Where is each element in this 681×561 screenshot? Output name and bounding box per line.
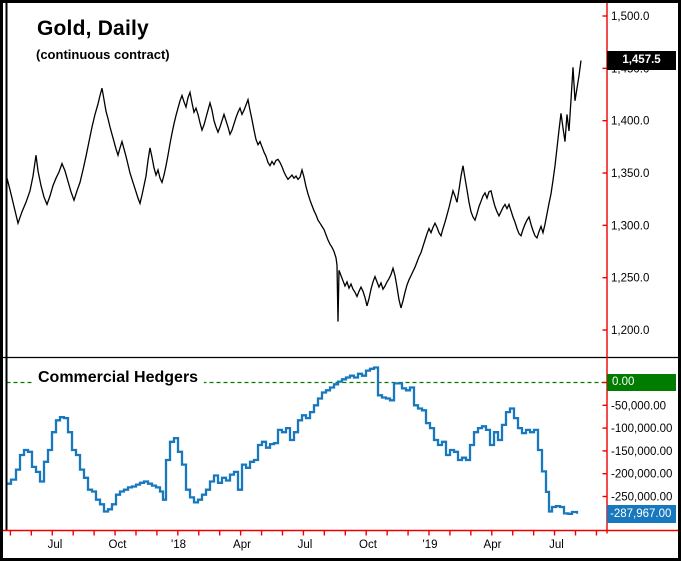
x-tick-label: Jul (298, 539, 313, 551)
price-tick-label: 1,400.0 (611, 116, 649, 128)
x-tick-label: '19 (423, 539, 438, 551)
x-tick-label: Apr (484, 539, 502, 551)
hedgers-panel-label: Commercial Hedgers (32, 369, 205, 386)
hedgers-tick-label: -100,000.00 (611, 423, 672, 435)
hedgers-line (6, 366, 579, 515)
last-price-badge: 1,457.5 (607, 51, 676, 70)
hedgers-tick-label: -50,000.00 (611, 400, 666, 412)
x-tick-label: Jul (549, 539, 564, 551)
price-tick-label: 1,500.0 (611, 11, 649, 23)
last-hedgers-value-badge: -287,967.00 (607, 505, 676, 523)
x-tick-label: Oct (109, 539, 128, 551)
x-tick-label: Oct (359, 539, 378, 551)
x-tick-label: '18 (171, 539, 186, 551)
x-tick-label: Jul (48, 539, 63, 551)
price-tick-label: 1,200.0 (611, 325, 649, 337)
gold-price-line (6, 60, 582, 322)
x-tick-label: Apr (233, 539, 251, 551)
zero-level-badge: 0.00 (607, 374, 676, 391)
chart-subtitle: (continuous contract) (36, 47, 170, 62)
price-tick-label: 1,350.0 (611, 168, 649, 180)
hedgers-tick-label: -150,000.00 (611, 446, 672, 458)
hedgers-tick-label: -200,000.00 (611, 469, 672, 481)
hedgers-tick-label: -250,000.00 (611, 491, 672, 503)
price-tick-label: 1,250.0 (611, 273, 649, 285)
chart-title: Gold, Daily (37, 17, 149, 40)
price-tick-label: 1,300.0 (611, 220, 649, 232)
